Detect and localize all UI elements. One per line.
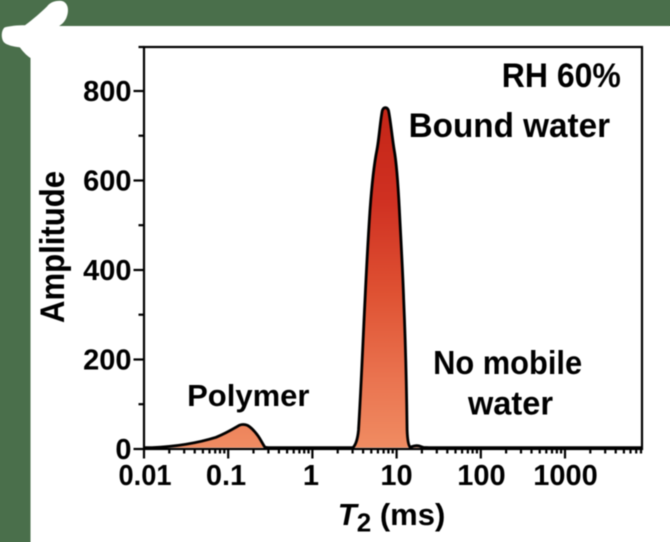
svg-text:1000: 1000 — [533, 460, 598, 492]
svg-text:0.01: 0.01 — [119, 460, 172, 492]
svg-text:600: 600 — [83, 166, 131, 198]
svg-text:400: 400 — [83, 255, 131, 287]
svg-text:Amplitude: Amplitude — [34, 171, 72, 323]
svg-text:water: water — [467, 384, 553, 421]
svg-text:200: 200 — [83, 345, 131, 377]
svg-text:No mobile: No mobile — [433, 344, 582, 381]
svg-text:800: 800 — [83, 76, 131, 108]
svg-text:RH 60%: RH 60% — [502, 57, 621, 95]
svg-text:Polymer: Polymer — [187, 378, 309, 413]
svg-text:100: 100 — [457, 460, 505, 492]
svg-text:10: 10 — [380, 460, 412, 492]
svg-text:0.1: 0.1 — [206, 460, 246, 492]
svg-text:0: 0 — [115, 434, 131, 466]
svg-text:Bound water: Bound water — [409, 107, 610, 145]
svg-text:T2 (ms): T2 (ms) — [338, 497, 445, 538]
svg-text:1: 1 — [303, 460, 319, 492]
